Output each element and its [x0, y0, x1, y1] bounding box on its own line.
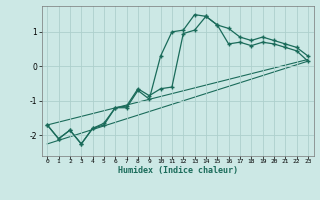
X-axis label: Humidex (Indice chaleur): Humidex (Indice chaleur) — [118, 166, 237, 175]
